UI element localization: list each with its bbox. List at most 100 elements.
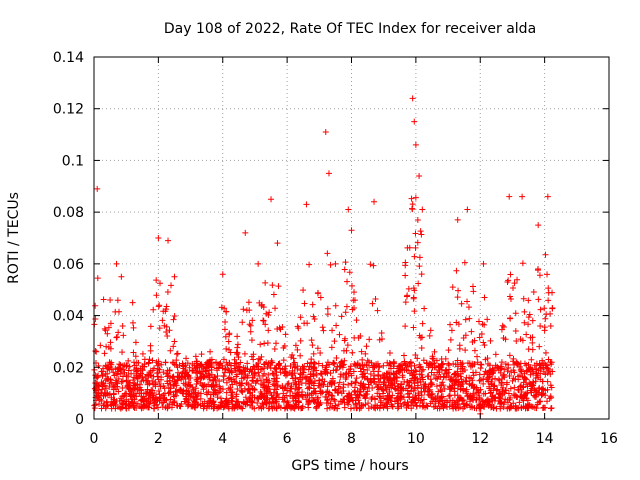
- data-point: [364, 357, 371, 364]
- data-point: [542, 371, 549, 378]
- data-point: [518, 389, 525, 396]
- data-point: [384, 376, 391, 383]
- data-point: [343, 370, 350, 377]
- data-point: [234, 333, 241, 340]
- data-point: [451, 380, 458, 387]
- data-point: [316, 377, 323, 384]
- data-point: [364, 366, 371, 373]
- data-point: [122, 401, 129, 408]
- data-point: [489, 376, 496, 383]
- data-point: [189, 402, 196, 409]
- data-point: [297, 337, 304, 344]
- data-point: [269, 370, 276, 377]
- data-point: [92, 302, 99, 309]
- data-point: [161, 322, 168, 329]
- data-point: [411, 385, 418, 392]
- data-point: [364, 375, 371, 382]
- x-axis-title: GPS time / hours: [291, 458, 408, 474]
- data-point: [418, 385, 425, 392]
- data-point: [351, 297, 358, 304]
- data-point: [414, 355, 421, 362]
- data-points: [91, 95, 556, 417]
- data-point: [527, 371, 534, 378]
- data-point: [210, 383, 217, 390]
- data-point: [351, 384, 358, 391]
- data-point: [260, 304, 267, 311]
- data-point: [287, 405, 294, 412]
- data-point: [536, 384, 543, 391]
- data-point: [233, 379, 240, 386]
- data-point: [500, 334, 507, 341]
- data-point: [411, 380, 418, 387]
- data-point: [94, 393, 101, 400]
- data-point: [404, 292, 411, 299]
- data-point: [412, 194, 419, 201]
- data-point: [386, 371, 393, 378]
- x-tick-label: 4: [218, 431, 227, 447]
- data-point: [431, 348, 438, 355]
- data-point: [414, 384, 421, 391]
- data-point: [100, 296, 107, 303]
- data-point: [332, 387, 339, 394]
- data-point: [119, 384, 126, 391]
- data-point: [511, 280, 518, 287]
- data-point: [343, 303, 350, 310]
- data-point: [92, 380, 99, 387]
- data-point: [445, 393, 452, 400]
- data-point: [161, 390, 168, 397]
- data-point: [383, 400, 390, 407]
- data-point: [97, 342, 104, 349]
- data-point: [222, 398, 229, 405]
- data-point: [520, 295, 527, 302]
- data-point: [246, 396, 253, 403]
- data-point: [525, 297, 532, 304]
- data-point: [258, 353, 265, 360]
- data-point: [171, 379, 178, 386]
- data-point: [147, 342, 154, 349]
- data-point: [351, 289, 358, 296]
- data-point: [102, 405, 109, 412]
- data-point: [402, 323, 409, 330]
- data-point: [360, 402, 367, 409]
- data-point: [436, 363, 443, 370]
- data-point: [271, 345, 278, 352]
- data-point: [240, 306, 247, 313]
- data-point: [412, 230, 419, 237]
- data-point: [369, 300, 376, 307]
- data-point: [324, 305, 331, 312]
- data-point: [478, 331, 485, 338]
- data-point: [500, 372, 507, 379]
- data-point: [424, 388, 431, 395]
- data-point: [139, 366, 146, 373]
- data-point: [455, 372, 462, 379]
- data-point: [361, 384, 368, 391]
- data-point: [462, 347, 469, 354]
- data-point: [448, 327, 455, 334]
- y-tick-label: 0.14: [53, 50, 84, 66]
- data-point: [219, 271, 226, 278]
- data-point: [412, 351, 419, 358]
- data-point: [130, 367, 137, 374]
- data-point: [173, 357, 180, 364]
- data-point: [491, 395, 498, 402]
- data-point: [507, 385, 514, 392]
- data-point: [132, 353, 139, 360]
- data-point: [101, 350, 108, 357]
- data-point: [223, 359, 230, 366]
- data-point: [114, 297, 121, 304]
- data-point: [206, 399, 213, 406]
- data-point: [134, 400, 141, 407]
- data-point: [295, 385, 302, 392]
- data-point: [156, 395, 163, 402]
- data-point: [104, 370, 111, 377]
- data-point: [242, 401, 249, 408]
- plot-frame: [93, 56, 610, 420]
- data-point: [311, 364, 318, 371]
- data-point: [408, 359, 415, 366]
- data-point: [453, 267, 460, 274]
- data-point: [476, 334, 483, 341]
- data-point: [474, 386, 481, 393]
- data-point: [130, 324, 137, 331]
- data-point: [180, 387, 187, 394]
- data-point: [377, 375, 384, 382]
